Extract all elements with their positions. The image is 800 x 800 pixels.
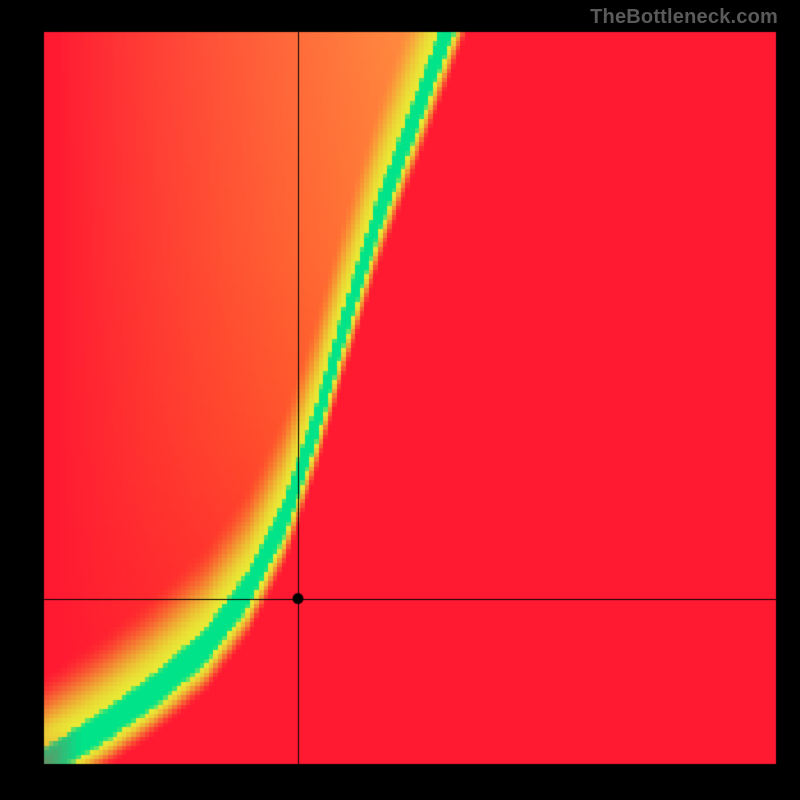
watermark-text: TheBottleneck.com [590,6,778,29]
crosshair-overlay [0,0,800,800]
chart-container: TheBottleneck.com [0,0,800,800]
